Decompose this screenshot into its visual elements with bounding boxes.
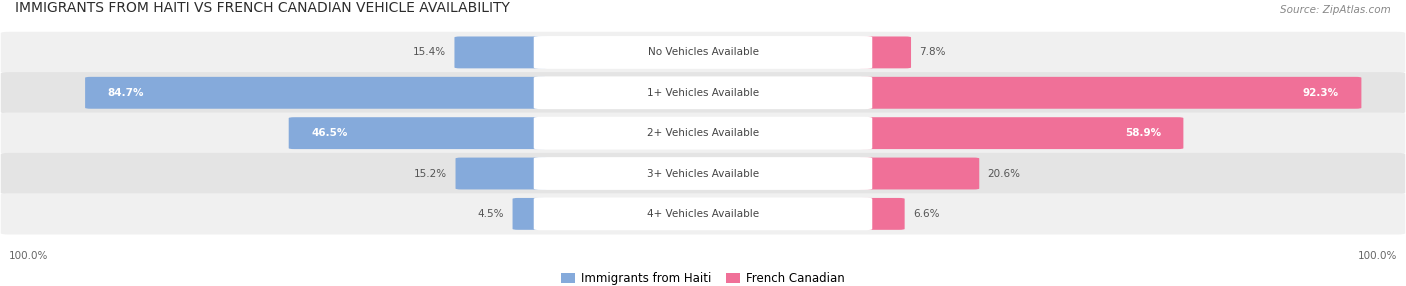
Text: 20.6%: 20.6%	[987, 168, 1021, 178]
Text: 100.0%: 100.0%	[1357, 251, 1396, 261]
Text: 92.3%: 92.3%	[1303, 88, 1339, 98]
Text: 58.9%: 58.9%	[1125, 128, 1161, 138]
Text: 1+ Vehicles Available: 1+ Vehicles Available	[647, 88, 759, 98]
FancyBboxPatch shape	[1, 153, 1405, 194]
FancyBboxPatch shape	[288, 117, 548, 149]
Text: 15.4%: 15.4%	[413, 47, 446, 57]
Text: 84.7%: 84.7%	[107, 88, 143, 98]
FancyBboxPatch shape	[858, 158, 979, 189]
Text: 2+ Vehicles Available: 2+ Vehicles Available	[647, 128, 759, 138]
FancyBboxPatch shape	[456, 158, 548, 189]
FancyBboxPatch shape	[534, 76, 872, 109]
Text: 4+ Vehicles Available: 4+ Vehicles Available	[647, 209, 759, 219]
FancyBboxPatch shape	[534, 198, 872, 230]
Text: Source: ZipAtlas.com: Source: ZipAtlas.com	[1281, 5, 1392, 15]
FancyBboxPatch shape	[1, 193, 1405, 235]
Text: 100.0%: 100.0%	[10, 251, 49, 261]
FancyBboxPatch shape	[858, 198, 904, 230]
Legend: Immigrants from Haiti, French Canadian: Immigrants from Haiti, French Canadian	[561, 272, 845, 285]
FancyBboxPatch shape	[1, 72, 1405, 114]
Text: 15.2%: 15.2%	[413, 168, 447, 178]
FancyBboxPatch shape	[86, 77, 548, 109]
FancyBboxPatch shape	[1, 112, 1405, 154]
FancyBboxPatch shape	[858, 77, 1361, 109]
Text: 3+ Vehicles Available: 3+ Vehicles Available	[647, 168, 759, 178]
Text: 7.8%: 7.8%	[920, 47, 946, 57]
FancyBboxPatch shape	[534, 157, 872, 190]
Text: 4.5%: 4.5%	[478, 209, 505, 219]
FancyBboxPatch shape	[1, 32, 1405, 73]
Text: IMMIGRANTS FROM HAITI VS FRENCH CANADIAN VEHICLE AVAILABILITY: IMMIGRANTS FROM HAITI VS FRENCH CANADIAN…	[14, 1, 509, 15]
FancyBboxPatch shape	[534, 117, 872, 150]
Text: No Vehicles Available: No Vehicles Available	[648, 47, 758, 57]
Text: 46.5%: 46.5%	[311, 128, 347, 138]
FancyBboxPatch shape	[534, 36, 872, 69]
Text: 6.6%: 6.6%	[912, 209, 939, 219]
FancyBboxPatch shape	[858, 117, 1184, 149]
FancyBboxPatch shape	[858, 37, 911, 68]
FancyBboxPatch shape	[454, 37, 548, 68]
FancyBboxPatch shape	[513, 198, 548, 230]
